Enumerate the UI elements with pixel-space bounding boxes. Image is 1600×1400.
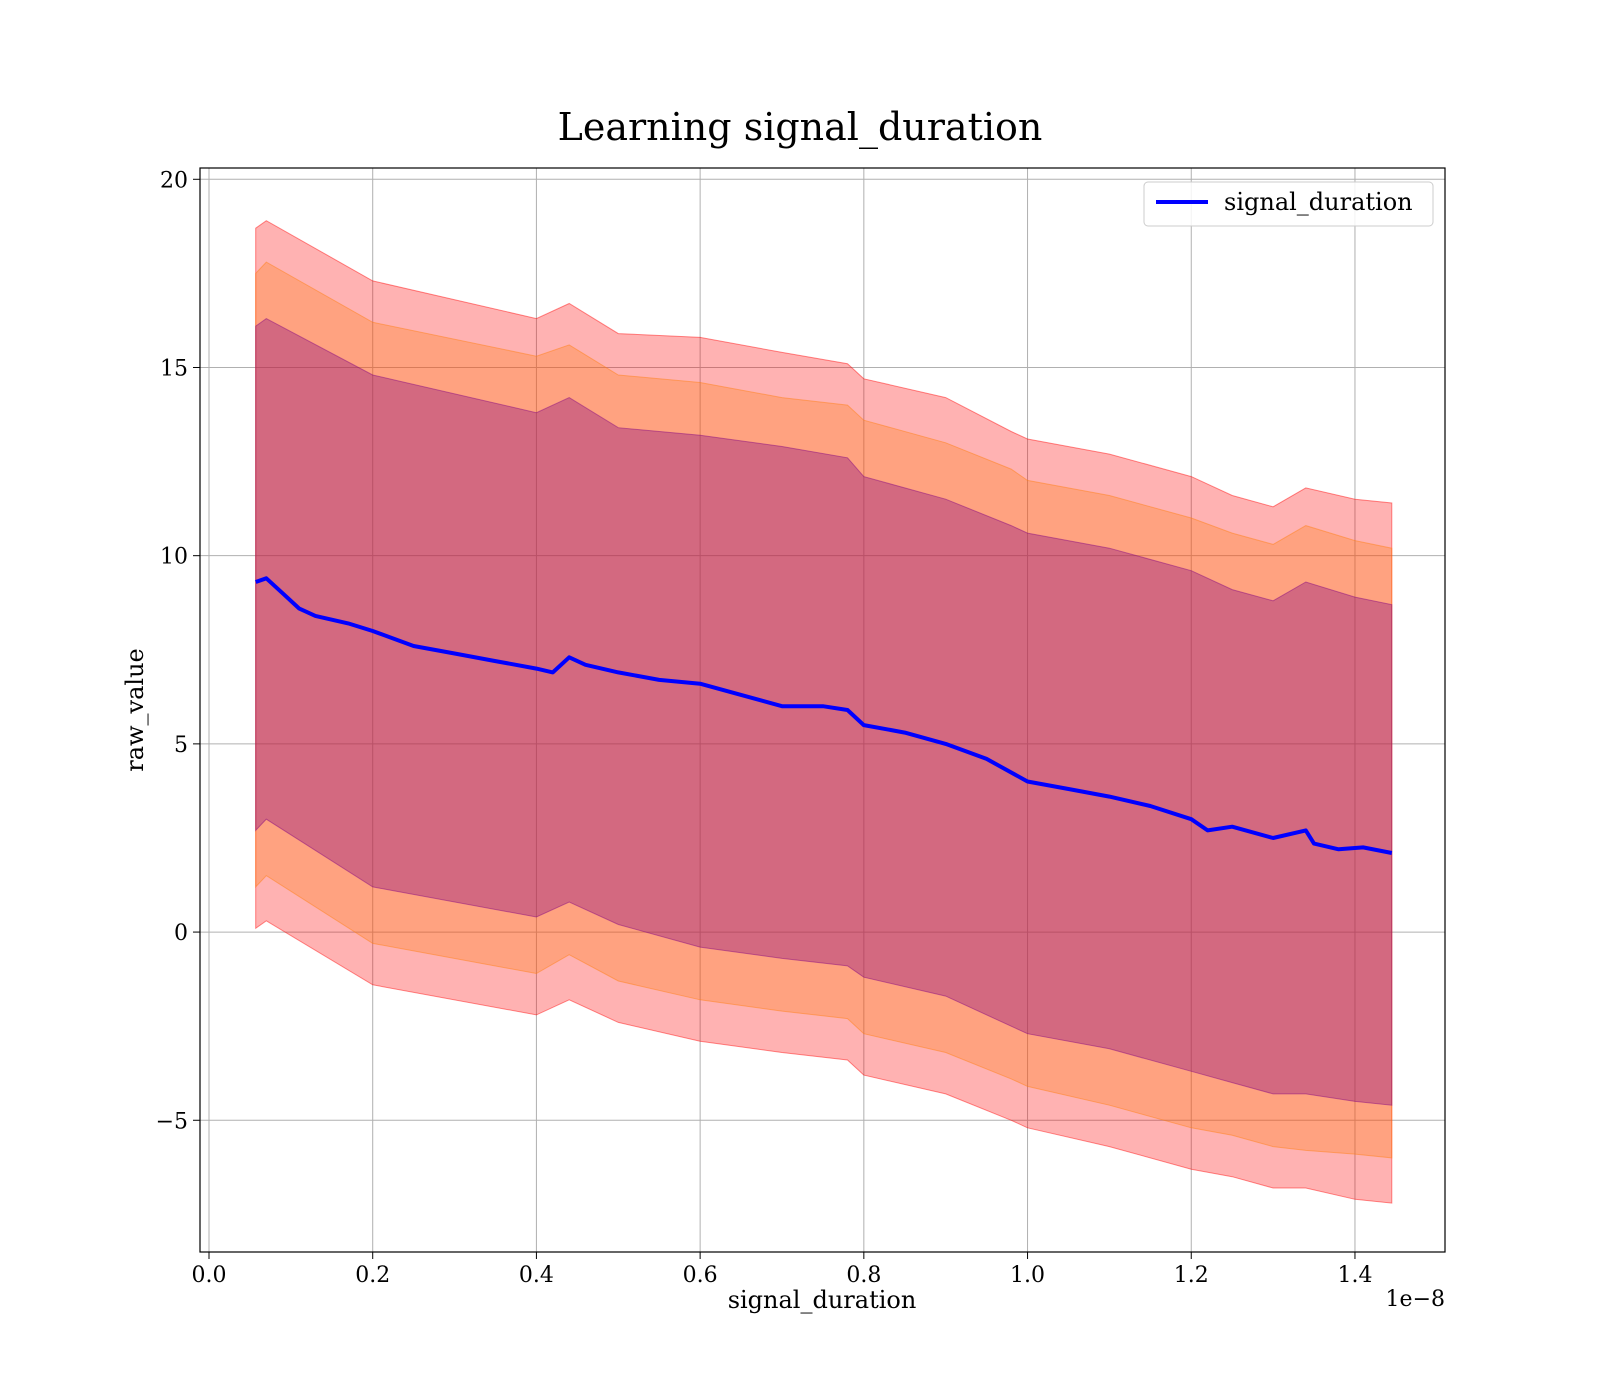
confidence-band <box>255 261 1393 1159</box>
y-axis-label: raw_value <box>121 648 149 772</box>
y-tick-label: −5 <box>156 1109 188 1134</box>
series-line <box>255 576 1393 855</box>
x-tick-label: 0.0 <box>192 1263 227 1288</box>
x-tick-label: 1.2 <box>1174 1263 1209 1288</box>
gridlines <box>200 168 1445 1252</box>
y-tick-label: 0 <box>174 921 188 946</box>
y-tick-label: 10 <box>160 545 188 570</box>
y-tick-label: 5 <box>174 733 188 758</box>
x-tick-label: 0.6 <box>683 1263 718 1288</box>
x-axis-label: signal_duration <box>728 1286 917 1314</box>
confidence-band <box>255 318 1393 1106</box>
legend-box <box>1143 181 1434 227</box>
x-tick-label: 0.2 <box>355 1263 390 1288</box>
x-tick-label: 0.8 <box>846 1263 881 1288</box>
x-tick-label: 1.0 <box>1010 1263 1045 1288</box>
x-tick-label: 0.4 <box>519 1263 554 1288</box>
x-tick-label: 1.4 <box>1337 1263 1372 1288</box>
bands <box>255 220 1393 1204</box>
plot-frame <box>199 167 1446 1253</box>
confidence-band <box>255 220 1393 1204</box>
legend: signal_duration <box>1143 181 1434 227</box>
y-axis-ticks: −5 0 5 10 15 20 <box>156 168 200 1134</box>
y-tick-label: 20 <box>160 168 188 193</box>
y-tick-label: 15 <box>160 356 188 381</box>
x-axis-offset-label: 1e−8 <box>1386 1287 1445 1312</box>
chart-title: Learning signal_duration <box>558 105 1043 150</box>
series-lines <box>255 576 1393 855</box>
x-axis-ticks: 0.0 0.2 0.4 0.6 0.8 1.0 1.2 1.4 <box>192 1252 1372 1288</box>
legend-label: signal_duration <box>1224 188 1413 216</box>
